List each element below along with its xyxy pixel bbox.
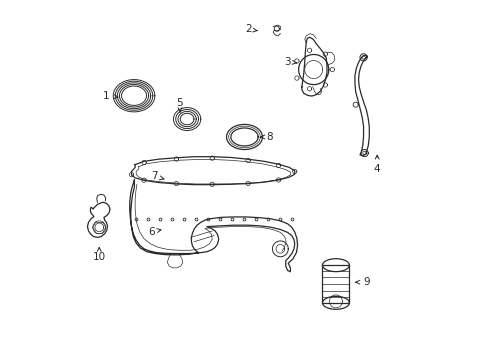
Text: 4: 4 [373, 164, 380, 174]
Text: 7: 7 [151, 171, 158, 181]
Text: 8: 8 [266, 132, 272, 142]
Text: 3: 3 [284, 57, 290, 67]
Text: 6: 6 [148, 227, 154, 237]
Text: 10: 10 [93, 252, 105, 262]
Text: 1: 1 [103, 91, 109, 101]
Text: 2: 2 [244, 24, 251, 35]
Text: 9: 9 [363, 277, 369, 287]
Text: 5: 5 [176, 98, 183, 108]
